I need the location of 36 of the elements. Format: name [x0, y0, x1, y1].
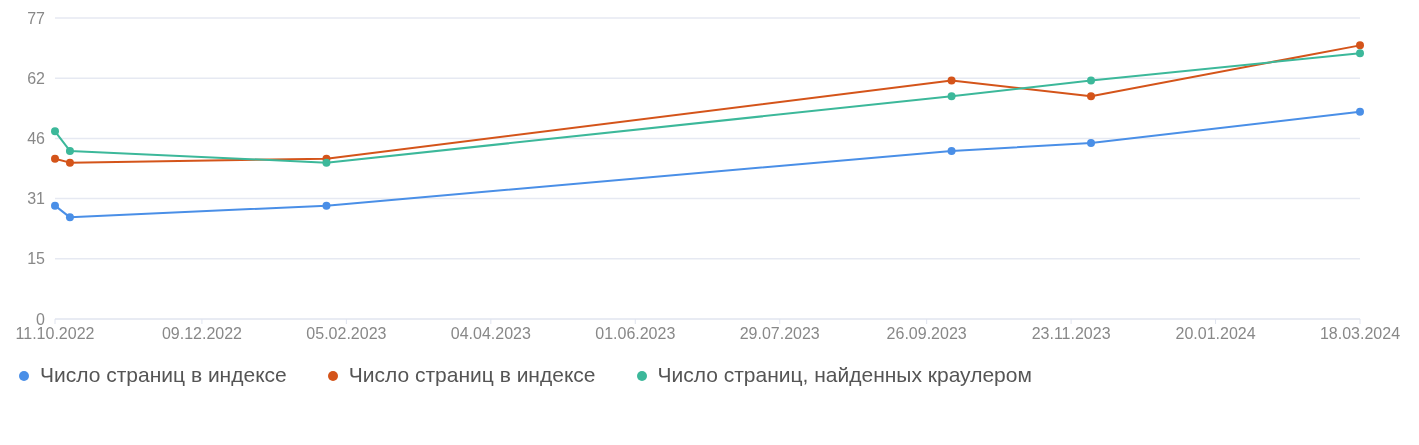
point: [322, 201, 331, 210]
point: [1356, 49, 1364, 58]
y-tick-label: 62: [27, 69, 46, 87]
x-tick-label: 09.12.2022: [161, 325, 243, 342]
point: [947, 76, 956, 85]
y-tick-label: 0: [36, 310, 46, 328]
point: [1087, 139, 1096, 148]
x-tick-label: 11.10.2022: [15, 325, 95, 342]
point: [51, 154, 59, 163]
y-tick-label: 31: [27, 190, 46, 208]
legend-label: Число страниц в индексе: [39, 363, 287, 387]
legend-label: Число страниц в индексе: [347, 363, 596, 387]
point: [1087, 76, 1096, 85]
x-tick-label: 05.02.2023: [306, 325, 387, 342]
legend-label: Число страниц, найденных краулером: [656, 363, 1032, 387]
x-tick-label: 20.01.2024: [1175, 325, 1256, 342]
point: [65, 146, 74, 155]
y-tick-label: 15: [27, 250, 46, 268]
point: [322, 158, 331, 167]
point: [51, 201, 59, 210]
point: [65, 158, 74, 167]
y-tick-label: 46: [27, 130, 46, 147]
point: [65, 213, 74, 222]
x-tick-label: 29.07.2023: [739, 325, 820, 342]
x-tick-label: 04.04.2023: [450, 325, 531, 342]
point: [1087, 92, 1096, 101]
x-tick-label: 18.03.2024: [1319, 325, 1401, 342]
x-tick-label: 01.06.2023: [595, 325, 676, 342]
point: [947, 92, 956, 101]
point: [947, 146, 956, 155]
x-tick-label: 26.09.2023: [886, 325, 967, 342]
point: [1356, 41, 1364, 50]
y-tick-label: 77: [27, 9, 46, 27]
point: [1356, 107, 1364, 116]
point: [51, 127, 59, 136]
x-tick-label: 23.11.2023: [1031, 325, 1111, 342]
